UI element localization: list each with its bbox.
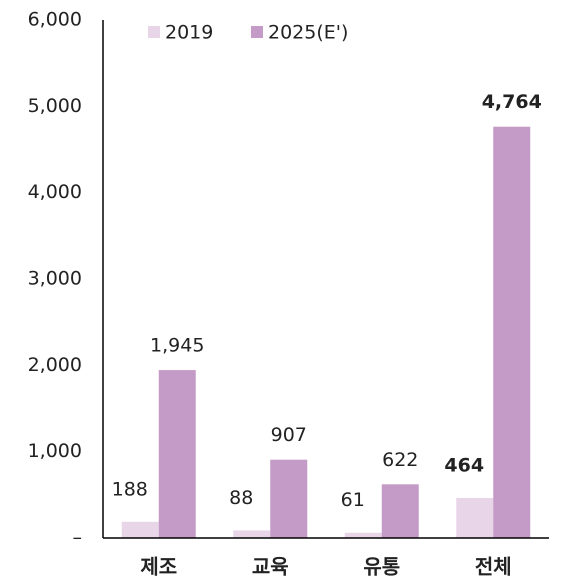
data-label: 88 — [229, 487, 253, 509]
y-tick-label: 6,000 — [28, 9, 82, 31]
bar — [456, 497, 494, 538]
y-tick-label: 4,000 — [28, 181, 82, 203]
data-label: 61 — [341, 489, 365, 511]
data-label: 1,945 — [150, 335, 204, 357]
legend-swatch — [251, 26, 263, 38]
x-tick-label: 유통 — [363, 555, 400, 579]
bar — [493, 126, 531, 538]
data-label: 907 — [271, 424, 307, 446]
bar — [158, 370, 196, 538]
data-label: 464 — [444, 454, 484, 476]
bar — [381, 484, 419, 538]
bar — [233, 530, 271, 538]
bar — [344, 532, 382, 538]
y-tick-label: 2,000 — [28, 354, 82, 376]
legend-label: 2025(E') — [268, 22, 348, 44]
legend-swatch — [148, 26, 160, 38]
y-tick-label: 3,000 — [28, 268, 82, 290]
data-label: 622 — [382, 449, 418, 471]
bar — [270, 459, 308, 538]
y-tick-label: 1,000 — [28, 440, 82, 462]
x-tick-label: 교육 — [252, 555, 289, 579]
data-label: 4,764 — [482, 91, 542, 113]
y-tick-label: 5,000 — [28, 95, 82, 117]
data-label: 188 — [112, 478, 148, 500]
bar — [121, 521, 159, 538]
x-tick-label: 제조 — [140, 555, 177, 579]
y-tick-label: – — [73, 527, 83, 549]
legend-label: 2019 — [165, 22, 213, 44]
x-tick-label: 전체 — [475, 555, 512, 579]
